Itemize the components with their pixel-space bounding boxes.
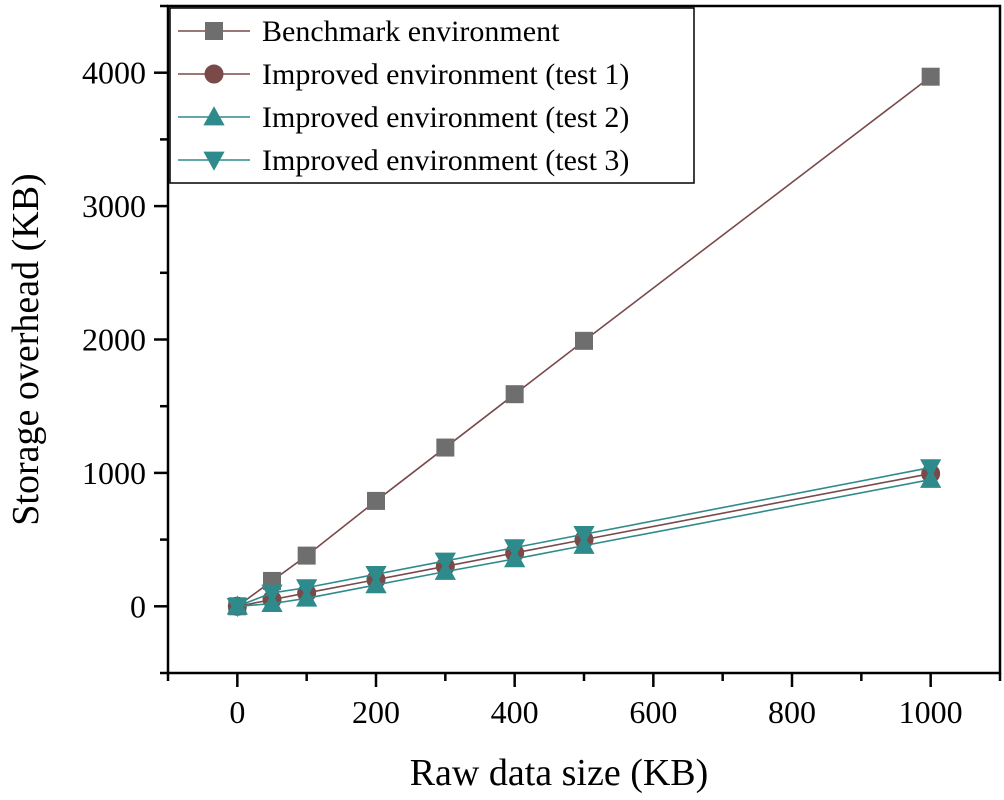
- data-point: [920, 468, 942, 488]
- data-point: [573, 525, 595, 546]
- x-tick-label: 200: [352, 694, 400, 730]
- data-point: [920, 459, 942, 479]
- data-point: [367, 491, 385, 510]
- y-tick-label: 0: [130, 588, 146, 624]
- legend-marker: [205, 22, 223, 40]
- legend-label: Improved environment (test 3): [262, 144, 629, 177]
- data-point: [365, 565, 387, 586]
- series-line: [237, 478, 931, 608]
- y-tick-label: 4000: [82, 55, 146, 91]
- data-point: [296, 579, 318, 599]
- series-4: [226, 459, 942, 618]
- data-point: [505, 385, 524, 404]
- data-point: [261, 584, 283, 604]
- x-tick-label: 1000: [899, 694, 963, 730]
- x-tick-label: 400: [491, 694, 539, 730]
- y-tick-label: 3000: [82, 188, 146, 224]
- data-point: [921, 67, 940, 86]
- x-axis-title: Raw data size (KB): [410, 752, 709, 794]
- data-point: [436, 438, 455, 457]
- legend-marker: [204, 64, 224, 84]
- y-tick-label: 1000: [82, 455, 146, 491]
- legend-marker: [203, 106, 225, 126]
- data-point: [226, 597, 248, 618]
- data-point: [434, 552, 456, 572]
- x-tick-label: 600: [629, 694, 677, 730]
- y-axis-title: Storage overhead (KB): [5, 173, 47, 525]
- data-point: [575, 331, 593, 350]
- y-tick-label: 2000: [82, 322, 146, 358]
- legend: Benchmark environment Improved environmen…: [169, 7, 695, 184]
- legend-label: Benchmark environment: [262, 15, 560, 48]
- series-layer: [226, 67, 942, 618]
- legend-marker: [203, 151, 225, 171]
- x-tick-label: 800: [768, 694, 816, 730]
- x-tick-label: 0: [229, 694, 245, 730]
- axes-layer: 0 200 400 600 800 1000 0 1000 2000 3000 4000: [82, 4, 1002, 730]
- legend-label: Improved environment (test 2): [262, 101, 629, 134]
- legend-label: Improved environment (test 1): [262, 58, 629, 91]
- data-point: [504, 539, 526, 559]
- legend-box: [169, 7, 695, 184]
- data-point: [297, 546, 316, 565]
